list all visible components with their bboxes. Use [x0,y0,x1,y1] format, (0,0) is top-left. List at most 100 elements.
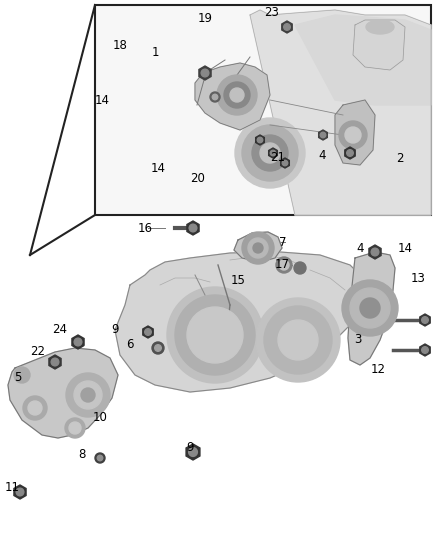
Circle shape [189,224,196,232]
Circle shape [283,23,290,30]
Circle shape [223,82,249,108]
Circle shape [247,238,267,258]
Circle shape [188,448,197,456]
Text: 3: 3 [353,334,361,346]
Circle shape [359,298,379,318]
Circle shape [97,455,102,461]
Text: 15: 15 [230,273,245,287]
Bar [95,5,430,215]
Polygon shape [268,148,277,158]
Circle shape [66,373,110,417]
Circle shape [421,317,427,324]
Text: 2: 2 [396,151,403,165]
Circle shape [279,260,288,270]
Circle shape [154,345,161,351]
Polygon shape [194,63,269,130]
Text: 17: 17 [274,259,289,271]
Circle shape [421,346,427,353]
Text: 23: 23 [264,5,279,19]
Circle shape [338,121,366,149]
Polygon shape [186,444,199,460]
Circle shape [346,150,353,156]
Circle shape [209,92,219,102]
Circle shape [234,118,304,188]
Circle shape [341,280,397,336]
Polygon shape [187,221,198,235]
Circle shape [241,232,273,264]
Circle shape [74,381,102,409]
Polygon shape [352,20,404,70]
Circle shape [145,329,151,335]
Circle shape [277,320,317,360]
Polygon shape [72,335,84,349]
Text: 4: 4 [356,241,363,254]
Polygon shape [14,485,26,499]
Polygon shape [280,158,289,168]
Circle shape [152,342,164,354]
Text: 1: 1 [151,45,159,59]
Text: 14: 14 [150,161,165,174]
Text: 13: 13 [410,271,424,285]
Polygon shape [419,344,429,356]
Polygon shape [115,252,369,392]
Circle shape [349,288,389,328]
Circle shape [74,338,81,346]
Circle shape [65,418,85,438]
Text: 12: 12 [370,364,385,376]
Circle shape [257,138,262,143]
Circle shape [212,94,217,100]
Text: 14: 14 [94,93,109,107]
Text: 14: 14 [396,241,412,254]
Polygon shape [368,245,380,259]
Circle shape [28,401,42,415]
Text: 22: 22 [30,345,46,359]
Text: 5: 5 [14,372,21,384]
Polygon shape [249,10,430,215]
Circle shape [293,262,305,274]
Circle shape [95,453,105,463]
Circle shape [255,298,339,382]
Polygon shape [344,147,354,159]
Circle shape [23,396,47,420]
Text: 7: 7 [279,236,286,248]
Text: 19: 19 [197,12,212,25]
Circle shape [344,127,360,143]
Text: 24: 24 [53,324,67,336]
Circle shape [270,150,275,156]
Polygon shape [255,135,264,145]
Circle shape [251,135,287,171]
Circle shape [51,358,59,366]
Circle shape [14,367,30,383]
Circle shape [370,248,378,256]
Polygon shape [294,15,430,105]
Circle shape [230,88,244,102]
Polygon shape [419,314,429,326]
Circle shape [263,306,331,374]
Polygon shape [347,252,394,365]
Circle shape [252,243,262,253]
Circle shape [166,287,262,383]
Circle shape [16,488,24,496]
Text: 18: 18 [112,38,127,52]
Circle shape [216,75,256,115]
Text: 21: 21 [270,150,285,164]
Polygon shape [142,326,153,338]
Circle shape [69,422,81,434]
Polygon shape [49,355,61,369]
Text: 16: 16 [137,222,152,235]
Ellipse shape [365,20,393,34]
Text: 20: 20 [190,172,205,184]
Circle shape [187,307,243,363]
Polygon shape [233,232,281,262]
Polygon shape [281,21,292,33]
Polygon shape [334,100,374,165]
Text: 9: 9 [186,441,193,455]
Circle shape [276,257,291,273]
Polygon shape [318,130,327,140]
Text: 6: 6 [126,338,134,351]
Text: 10: 10 [92,411,107,424]
Circle shape [175,295,254,375]
Circle shape [241,125,297,181]
Text: 4: 4 [318,149,325,161]
Circle shape [282,160,287,166]
